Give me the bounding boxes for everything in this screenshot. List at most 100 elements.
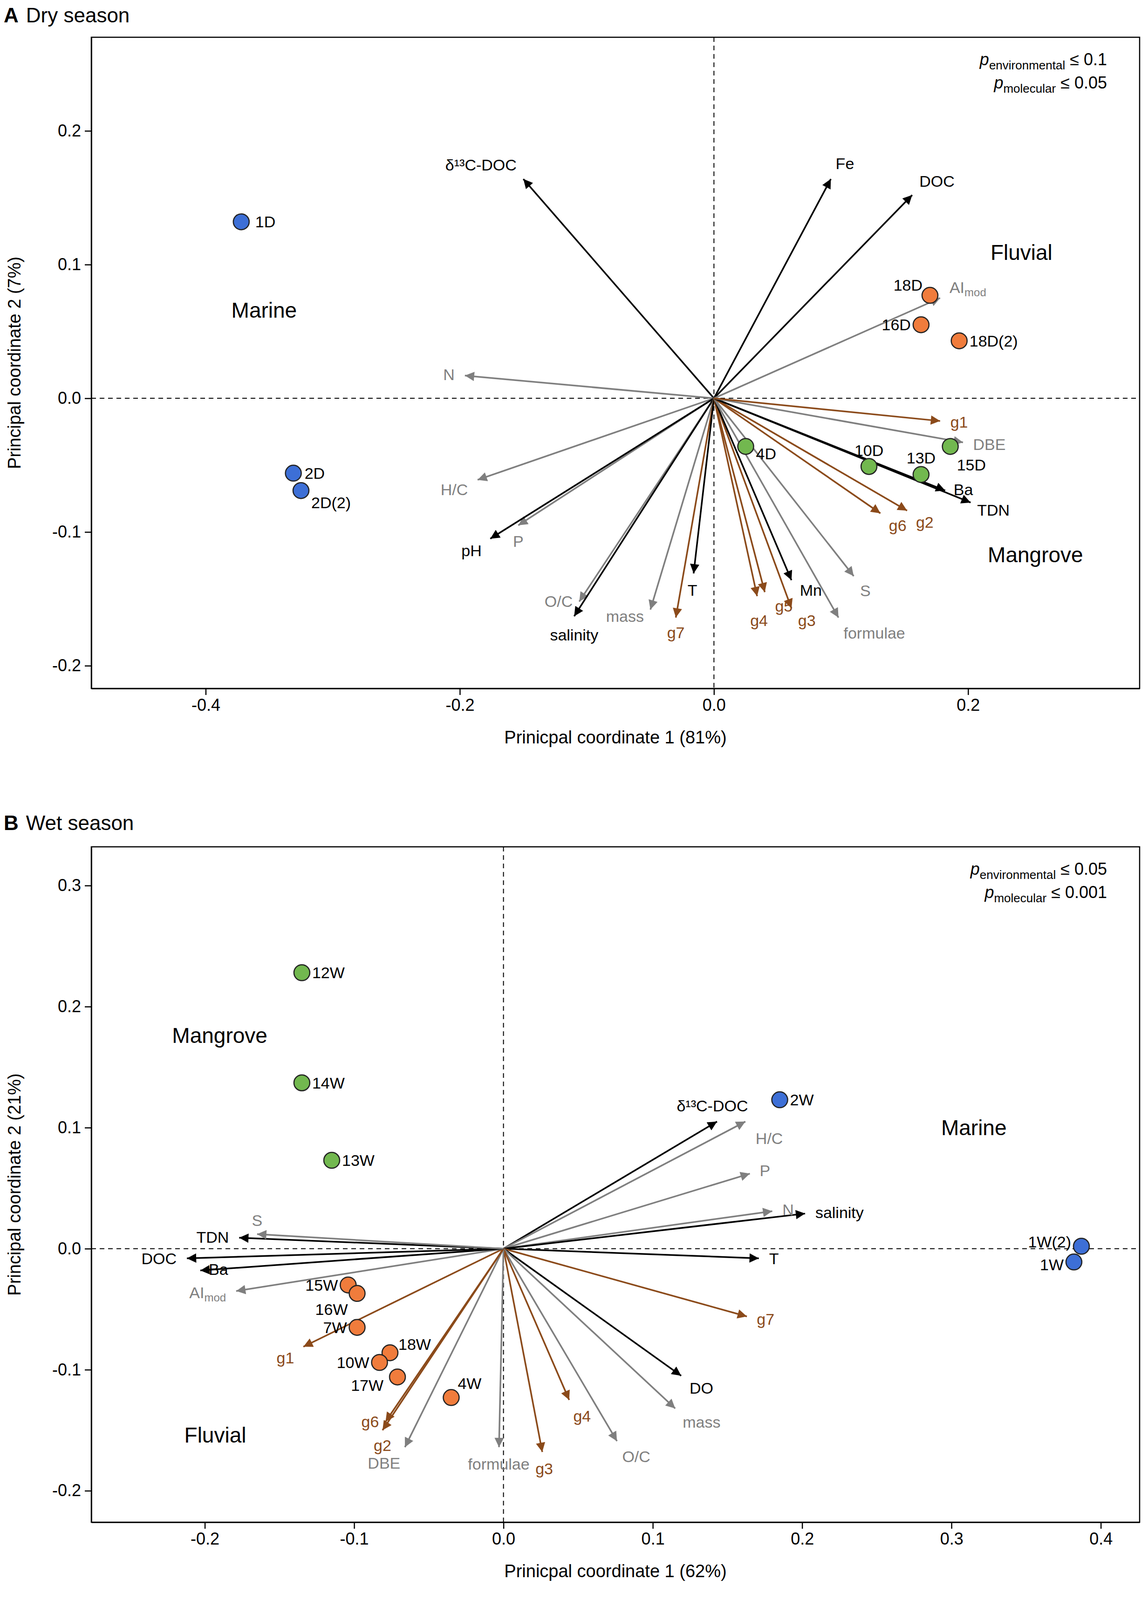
tick: -0.1 — [340, 1522, 369, 1549]
tick-label: -0.4 — [191, 695, 221, 715]
point-label: 2D — [304, 464, 325, 483]
point-label: 18D(2) — [969, 332, 1019, 350]
tick-mark — [84, 397, 92, 400]
tick-label: -0.2 — [445, 695, 475, 715]
vector-label: TDN — [977, 501, 1010, 520]
tick: 0.0 — [57, 1239, 92, 1259]
tick: -0.2 — [445, 688, 475, 715]
sample-point — [942, 438, 959, 455]
point-label: 4W — [457, 1374, 482, 1393]
sample-point — [285, 465, 302, 482]
vector-label: S — [860, 581, 871, 600]
vector-label-text: Ba — [208, 1260, 229, 1279]
loading-vector — [503, 1121, 746, 1250]
vector-label-text: g1 — [950, 413, 969, 431]
tick-label: 0.0 — [57, 1239, 82, 1259]
tick: -0.1 — [52, 1360, 92, 1380]
stat-subscript: molecular — [993, 891, 1047, 906]
tick: 0.3 — [940, 1522, 964, 1549]
labels: δ¹³C-DOCH/CPNsalinityTg7DOmassO/Cg4g3for… — [141, 859, 1107, 1478]
vector-label-text: N — [443, 365, 455, 384]
loading-vector — [490, 398, 714, 539]
point-label: 1D — [255, 212, 276, 231]
vector-label-text: DBE — [367, 1454, 401, 1473]
loading-vector — [503, 1249, 618, 1442]
tick-mark — [713, 688, 716, 696]
vector-label: δ¹³C-DOC — [445, 156, 517, 174]
vector-label-subscript: mod — [964, 285, 987, 299]
loading-vector — [503, 1211, 773, 1250]
vector-label-text: Fe — [835, 154, 855, 173]
x-axis: -0.2-0.10.00.10.20.30.4 — [91, 1522, 1141, 1549]
vector-label-text: δ¹³C-DOC — [445, 156, 517, 174]
tick-mark — [652, 1522, 654, 1530]
vector-label: DBE — [973, 435, 1006, 454]
loading-vector — [503, 1249, 682, 1377]
sample-point — [913, 316, 930, 333]
stat-subscript: environmental — [989, 58, 1066, 73]
vector-label: N — [782, 1201, 794, 1219]
tick: -0.2 — [52, 656, 92, 676]
tick: 0.2 — [57, 121, 92, 141]
stat-text: penvironmental≤ 0.05 — [970, 859, 1107, 882]
vector-label: g3 — [535, 1460, 554, 1478]
figure: ADry season-0.4-0.20.00.2-0.2-0.10.00.10… — [0, 0, 1148, 1600]
sample-point — [371, 1354, 388, 1371]
tick-mark — [801, 1522, 804, 1530]
tick-label: 0.3 — [940, 1529, 964, 1549]
vector-label: g5 — [774, 597, 793, 615]
tick-label: -0.2 — [52, 1481, 82, 1501]
tick-mark — [353, 1522, 356, 1530]
loading-vector — [574, 398, 714, 617]
tick: 0.1 — [57, 1118, 92, 1138]
point-label: 4D — [756, 444, 777, 463]
vector-label: DO — [689, 1379, 714, 1398]
vector-label-subscript: mod — [204, 1291, 226, 1305]
loading-vector — [498, 1249, 504, 1448]
stat-symbol: p — [993, 73, 1004, 93]
stat-subscript: environmental — [979, 867, 1056, 882]
vector-label-text: g5 — [774, 597, 793, 615]
point-label: 2D(2) — [311, 493, 351, 512]
sample-point — [443, 1389, 459, 1406]
vector-label-text: g3 — [798, 611, 816, 630]
stat-text: pmolecular≤ 0.05 — [993, 73, 1107, 96]
vector-label-text: DOC — [141, 1250, 178, 1268]
tick-label: -0.2 — [52, 656, 82, 676]
loading-vector — [257, 1234, 504, 1250]
tick-mark — [84, 1369, 92, 1372]
vector-label: DBE — [367, 1454, 401, 1473]
stat-symbol: p — [984, 882, 994, 902]
vector-label: δ¹³C-DOC — [676, 1097, 748, 1115]
vector-label-text: AI — [949, 278, 965, 297]
point-label: 18W — [398, 1335, 431, 1354]
vector-label: DOC — [141, 1250, 178, 1268]
vector-label: H/C — [440, 480, 469, 499]
vector-label-text: H/C — [440, 480, 469, 499]
loading-vector — [186, 1249, 504, 1259]
vector-label-text: g4 — [573, 1407, 591, 1426]
panel-title: BWet season — [3, 811, 134, 835]
vector-label-text: S — [251, 1211, 263, 1230]
tick-mark — [204, 1522, 206, 1530]
loading-vector — [713, 398, 971, 503]
vector-label-text: O/C — [621, 1448, 650, 1466]
vector-label: g6 — [888, 516, 907, 535]
tick-mark — [84, 1127, 92, 1129]
loading-vector — [713, 178, 831, 399]
point-label: 16D — [881, 315, 911, 334]
loading-vector — [693, 398, 715, 574]
vector-label-text: mass — [606, 607, 644, 626]
sample-point — [293, 964, 310, 981]
vector-label: g3 — [798, 611, 816, 630]
y-axis-title: Principal coordinate 2 (7%) — [4, 256, 25, 470]
loading-vector — [713, 398, 940, 422]
stat-symbol: p — [979, 49, 990, 69]
vector-label-text: g4 — [750, 611, 768, 630]
vector-label: Mn — [799, 581, 822, 600]
reference-line — [91, 1248, 1140, 1250]
sample-point — [913, 466, 930, 483]
point-label: 10W — [336, 1353, 370, 1372]
tick-label: 0.3 — [57, 875, 82, 896]
x-axis-title: Prinicpal coordinate 1 (62%) — [504, 1561, 727, 1582]
